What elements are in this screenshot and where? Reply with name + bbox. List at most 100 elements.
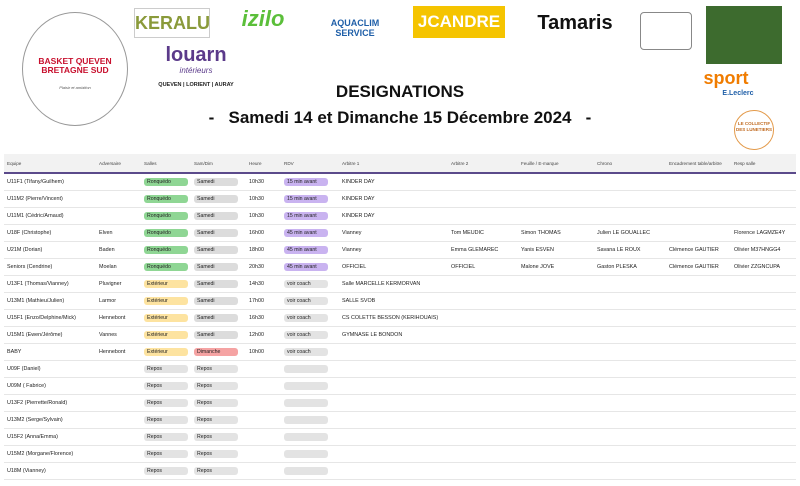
table-cell [666, 361, 731, 378]
table-cell [448, 310, 518, 327]
club-logo: BASKET QUEVEN BRETAGNE SUD Plaisir et am… [22, 12, 128, 126]
table-cell: voir coach [281, 293, 339, 310]
title: DESIGNATIONS [335, 82, 465, 101]
table-cell: voir coach [281, 276, 339, 293]
table-cell [281, 378, 339, 395]
column-header: Resp salle [731, 154, 796, 174]
cell-text: 14h30 [249, 281, 264, 287]
table-cell [339, 446, 448, 463]
cell-text: Julien LE GOUALLEC [597, 230, 651, 236]
cell-text: Hennebont [99, 315, 126, 321]
tag: 15 min avant [284, 212, 328, 220]
table-cell: Repos [141, 412, 191, 429]
table-cell [666, 208, 731, 225]
table-cell: Samedi [191, 293, 246, 310]
table-cell: U13F1 (Thomas/Vianney) [4, 276, 96, 293]
table-cell: Extérieur [141, 293, 191, 310]
table-cell [594, 276, 666, 293]
table-cell [281, 361, 339, 378]
cell-text: Pluvigner [99, 281, 122, 287]
table-cell: Samedi [191, 327, 246, 344]
table-cell: 15 min avant [281, 191, 339, 208]
table-cell: 15 min avant [281, 208, 339, 225]
table-cell: Repos [191, 463, 246, 480]
table-cell [731, 310, 796, 327]
table-cell: Hennebont [96, 310, 141, 327]
table-cell [448, 378, 518, 395]
cell-text: 20h30 [249, 264, 264, 270]
table-cell [594, 412, 666, 429]
subtitle: - Samedi 14 et Dimanche 15 Décembre 2024… [208, 108, 592, 127]
tag: Samedi [194, 246, 238, 254]
table-cell [594, 327, 666, 344]
tag: Ronquédo [144, 212, 188, 220]
table-cell: Ronquédo [141, 174, 191, 191]
table-cell: Vianney [339, 242, 448, 259]
cell-text: OFFICIEL [342, 264, 367, 270]
table-cell [594, 361, 666, 378]
table-cell: SALLE SVOB [339, 293, 448, 310]
tag: Extérieur [144, 348, 188, 356]
tag: Ronquédo [144, 263, 188, 271]
tag: Repos [194, 399, 238, 407]
table-cell [731, 446, 796, 463]
table-cell: U18F (Christophe) [4, 225, 96, 242]
table-cell [448, 412, 518, 429]
table-cell: Olivier ZZGNCUPA [731, 259, 796, 276]
cell-text: 16h00 [249, 230, 264, 236]
column-header: Feuille / E-marque [518, 154, 594, 174]
tag: voir coach [284, 331, 328, 339]
table-cell: 45 min avant [281, 225, 339, 242]
table-cell [666, 191, 731, 208]
cell-text: Simon THOMAS [521, 230, 561, 236]
table-cell: Moelan [96, 259, 141, 276]
table-cell [518, 327, 594, 344]
table-cell: U15M2 (Morgane/Florence) [4, 446, 96, 463]
table-cell: Vannes [96, 327, 141, 344]
table-cell [518, 344, 594, 361]
table-cell [448, 208, 518, 225]
cell-text: U15F2 (Anna/Emma) [7, 434, 58, 440]
table-cell: OFFICIEL [448, 259, 518, 276]
table-cell [246, 378, 281, 395]
table-cell: U13F2 (Pierrette/Ronald) [4, 395, 96, 412]
table-cell [518, 310, 594, 327]
table-cell: Samedi [191, 242, 246, 259]
tag: Extérieur [144, 331, 188, 339]
table-cell [281, 412, 339, 429]
cell-text: U11F1 (Tifany/Guilhem) [7, 179, 64, 185]
table-cell [666, 327, 731, 344]
cell-text: U13F1 (Thomas/Vianney) [7, 281, 69, 287]
cell-text: U11M1 (Cédric/Arnaud) [7, 213, 64, 219]
table-cell [96, 208, 141, 225]
tag: Repos [194, 365, 238, 373]
sponsor-logo: AQUACLIM SERVICE [330, 18, 380, 38]
cell-text: KINDER DAY [342, 196, 375, 202]
table-cell [339, 463, 448, 480]
column-header: Chrono [594, 154, 666, 174]
cell-text: Clémence GAUTIER [669, 247, 719, 253]
table-cell [339, 378, 448, 395]
table-cell: Seniors (Cendrine) [4, 259, 96, 276]
table-cell: Pluvigner [96, 276, 141, 293]
tag: Ronquédo [144, 229, 188, 237]
cell-text: 17h00 [249, 298, 264, 304]
table-cell: Samedi [191, 276, 246, 293]
tag: Repos [144, 450, 188, 458]
tag: Samedi [194, 314, 238, 322]
tag: 15 min avant [284, 195, 328, 203]
tag [284, 467, 328, 475]
cell-text: KINDER DAY [342, 213, 375, 219]
table-cell [518, 412, 594, 429]
table-cell: Hennebont [96, 344, 141, 361]
table-cell [96, 174, 141, 191]
table-cell: U15F1 (Enzo/Delphine/Mick) [4, 310, 96, 327]
table-cell: 45 min avant [281, 259, 339, 276]
table-cell: Repos [191, 361, 246, 378]
table-cell [96, 429, 141, 446]
table-cell: KINDER DAY [339, 191, 448, 208]
cell-text: Olivier M37HNGG4 [734, 247, 781, 253]
column-header: Sam/Dim [191, 154, 246, 174]
tag: Samedi [194, 178, 238, 186]
table-cell [731, 463, 796, 480]
